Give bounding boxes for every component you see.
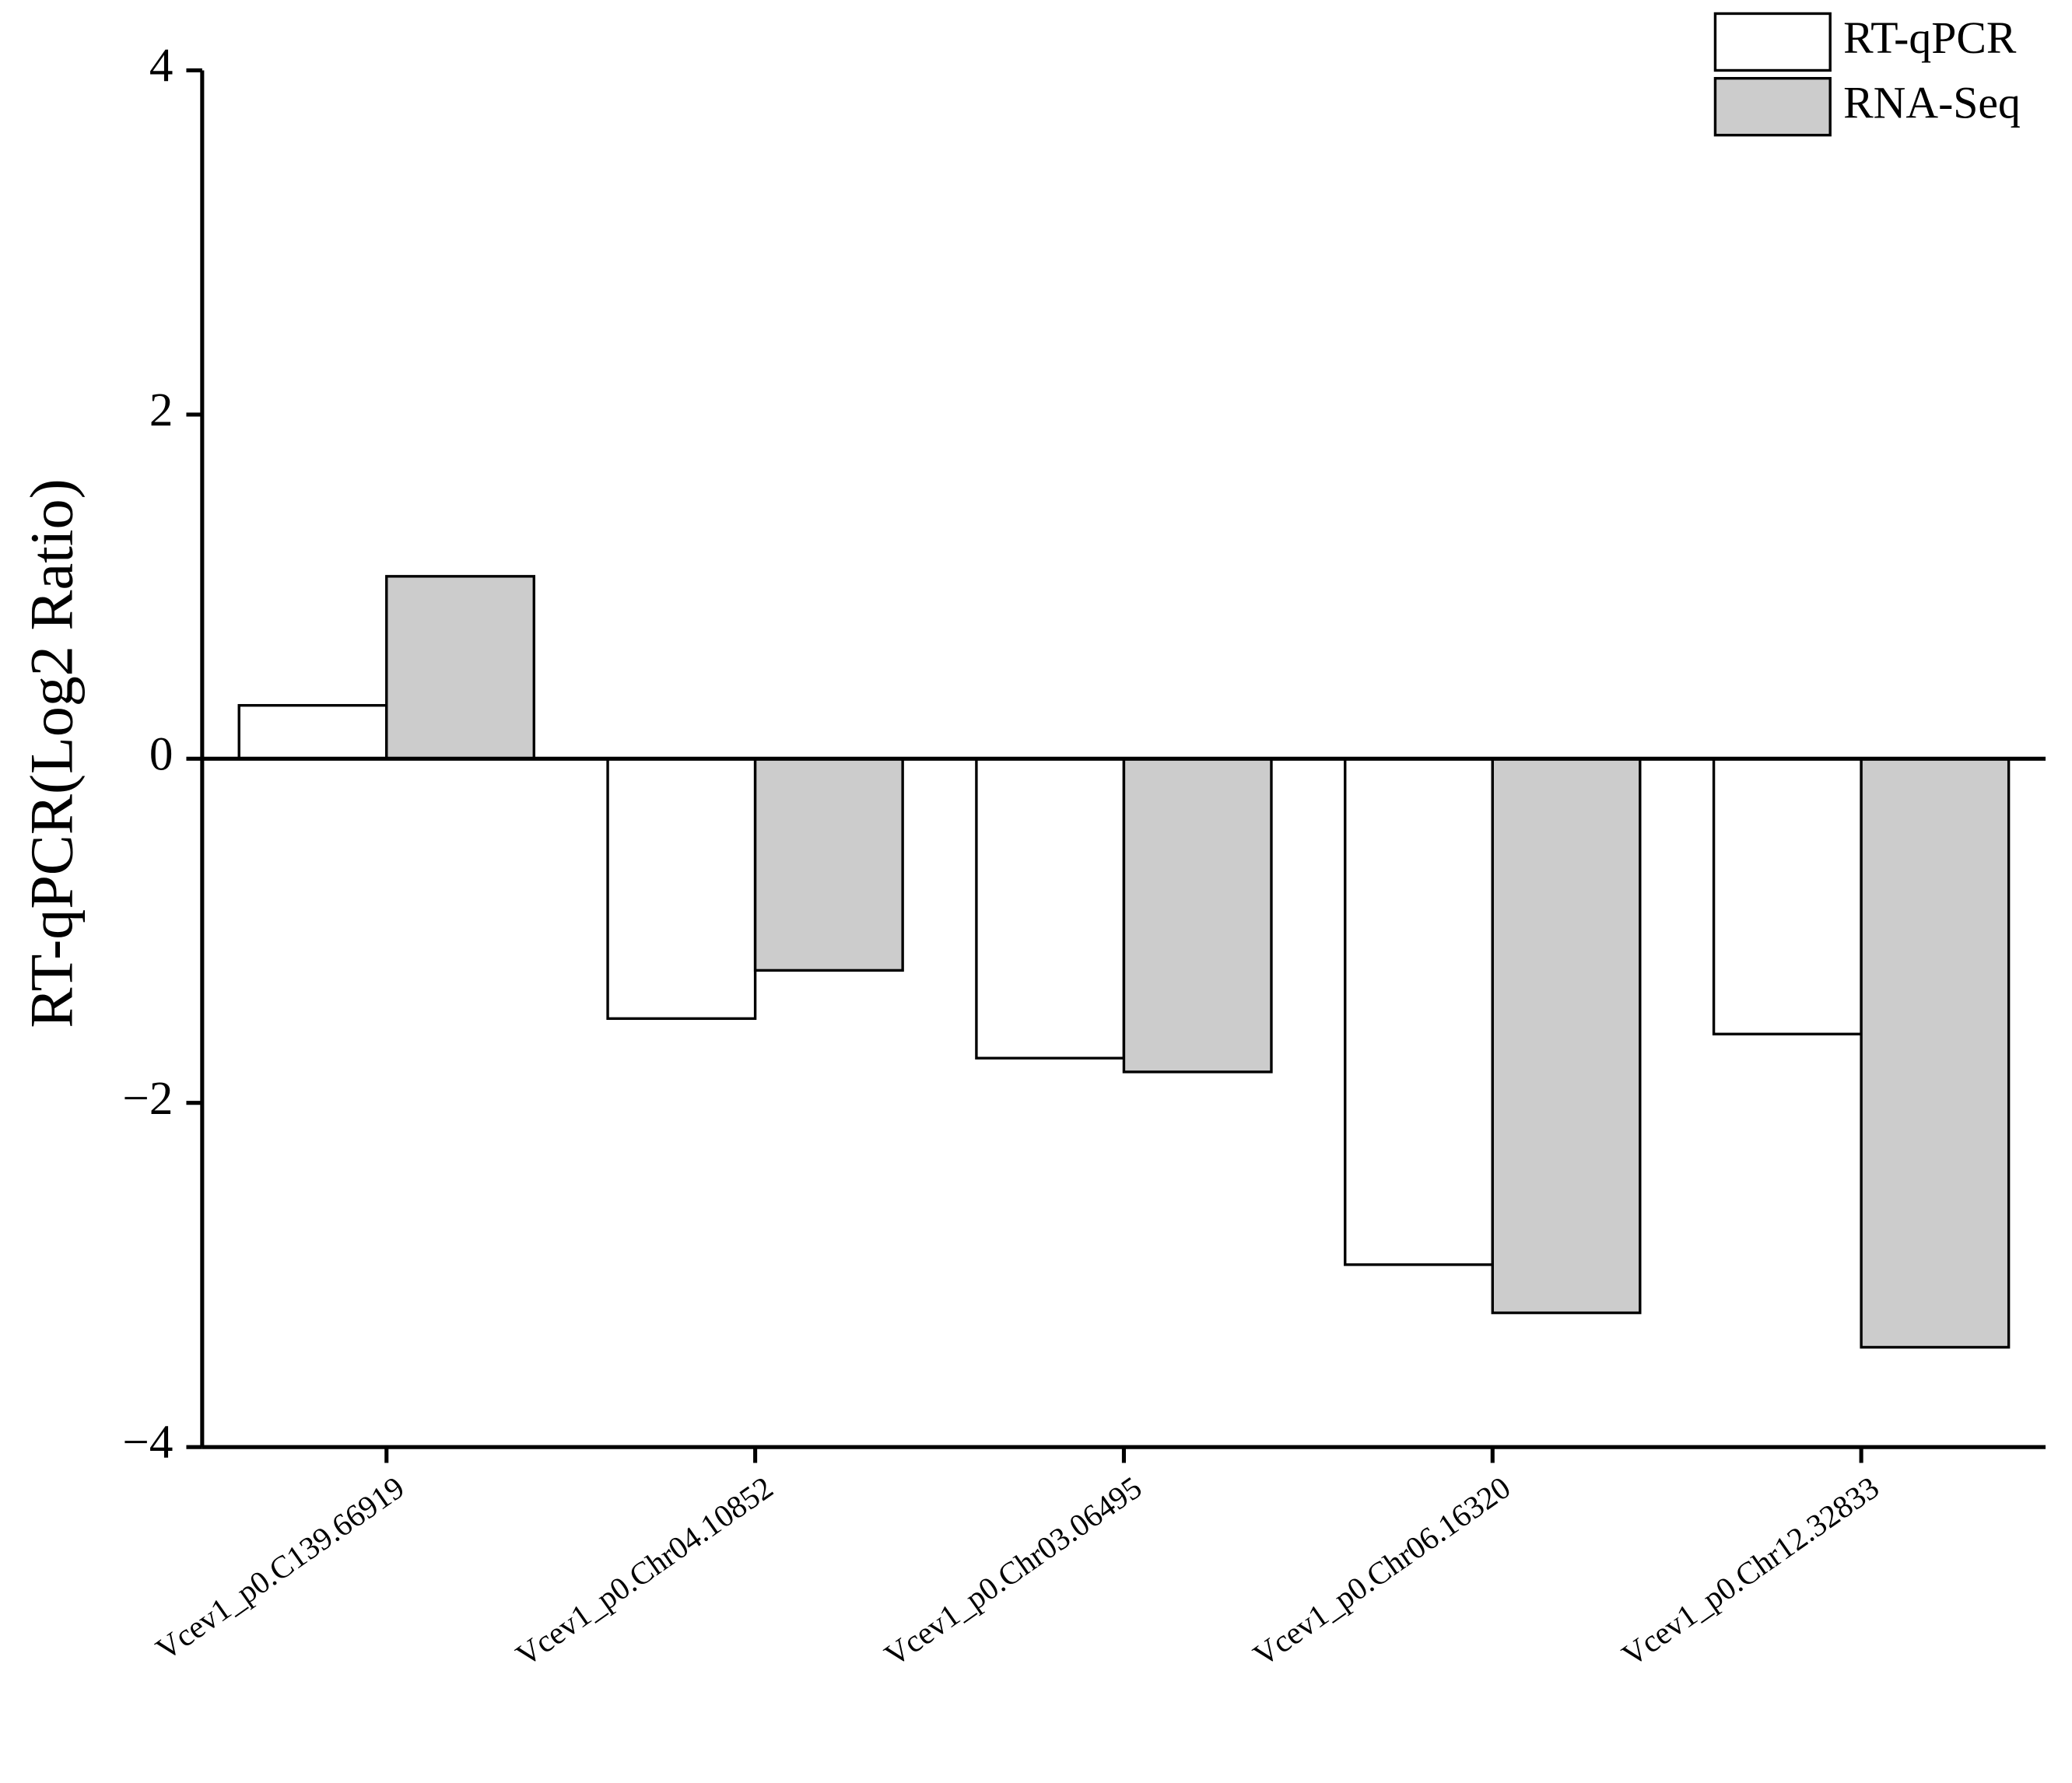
bar bbox=[975, 757, 1126, 1060]
x-tick-label: Vcev1_p0.Chr03.06495 bbox=[878, 1469, 1148, 1673]
bar bbox=[1122, 757, 1273, 1074]
x-tick-label: Vcev1_p0.Chr12.32833 bbox=[1615, 1469, 1885, 1673]
y-tick-label: −2 bbox=[122, 1073, 173, 1125]
legend-label: RNA-Seq bbox=[1843, 79, 2021, 128]
x-tick-label: Vcev1_p0.C139.66919 bbox=[149, 1469, 410, 1667]
x-tick-label: Vcev1_p0.Chr04.10852 bbox=[510, 1469, 780, 1673]
y-tick-label: 0 bbox=[149, 728, 174, 780]
y-tick-label: 4 bbox=[149, 40, 174, 93]
bar bbox=[385, 575, 535, 761]
bar bbox=[1860, 757, 2011, 1349]
bar bbox=[237, 704, 388, 761]
y-tick-label: −4 bbox=[122, 1417, 173, 1469]
bar bbox=[753, 757, 904, 972]
legend-label: RT-qPCR bbox=[1843, 14, 2017, 63]
y-tick-label: 2 bbox=[149, 384, 174, 436]
bar bbox=[1344, 757, 1494, 1266]
legend-swatch bbox=[1713, 12, 1832, 72]
bar bbox=[606, 757, 757, 1021]
bar bbox=[1491, 757, 1642, 1315]
bar bbox=[1712, 757, 1863, 1035]
legend-swatch bbox=[1713, 76, 1832, 137]
y-axis-title: RT-qPCR(Log2 Ratio) bbox=[18, 478, 86, 1028]
x-tick-label: Vcev1_p0.Chr06.16320 bbox=[1247, 1469, 1517, 1673]
